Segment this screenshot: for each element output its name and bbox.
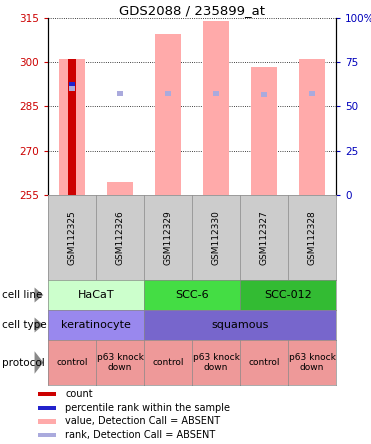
Text: control: control <box>152 358 184 367</box>
Bar <box>299 59 325 195</box>
Text: p63 knock
down: p63 knock down <box>193 353 239 372</box>
Bar <box>69 86 75 91</box>
Bar <box>213 91 219 96</box>
Text: GSM112326: GSM112326 <box>115 210 125 265</box>
Text: HaCaT: HaCaT <box>78 290 114 300</box>
Bar <box>117 91 123 96</box>
Bar <box>309 91 315 96</box>
Text: control: control <box>56 358 88 367</box>
Polygon shape <box>35 288 43 302</box>
Text: rank, Detection Call = ABSENT: rank, Detection Call = ABSENT <box>65 430 216 440</box>
Text: GSM112327: GSM112327 <box>259 210 269 265</box>
Bar <box>107 182 133 195</box>
Title: GDS2088 / 235899_at: GDS2088 / 235899_at <box>119 4 265 17</box>
Bar <box>155 34 181 195</box>
Text: GSM112325: GSM112325 <box>68 210 76 265</box>
Text: GSM112330: GSM112330 <box>211 210 220 265</box>
Text: squamous: squamous <box>211 320 269 330</box>
Text: p63 knock
down: p63 knock down <box>289 353 335 372</box>
Text: value, Detection Call = ABSENT: value, Detection Call = ABSENT <box>65 416 220 426</box>
Text: GSM112328: GSM112328 <box>308 210 316 265</box>
Text: SCC-6: SCC-6 <box>175 290 209 300</box>
Text: control: control <box>248 358 280 367</box>
Text: cell line: cell line <box>2 290 43 300</box>
Text: GSM112329: GSM112329 <box>164 210 173 265</box>
Text: keratinocyte: keratinocyte <box>61 320 131 330</box>
Bar <box>165 91 171 96</box>
Bar <box>38 420 56 424</box>
Bar <box>38 406 56 410</box>
Bar <box>69 82 75 87</box>
Bar <box>38 433 56 437</box>
Bar <box>68 59 76 195</box>
Text: SCC-012: SCC-012 <box>264 290 312 300</box>
Bar <box>261 92 267 97</box>
Bar <box>59 59 85 195</box>
Bar <box>38 392 56 396</box>
Polygon shape <box>35 351 43 374</box>
Text: protocol: protocol <box>2 357 45 368</box>
Text: percentile rank within the sample: percentile rank within the sample <box>65 403 230 412</box>
Bar <box>251 67 277 195</box>
Text: count: count <box>65 389 93 399</box>
Text: cell type: cell type <box>2 320 47 330</box>
Text: p63 knock
down: p63 knock down <box>96 353 144 372</box>
Polygon shape <box>35 317 43 333</box>
Bar <box>203 21 229 195</box>
